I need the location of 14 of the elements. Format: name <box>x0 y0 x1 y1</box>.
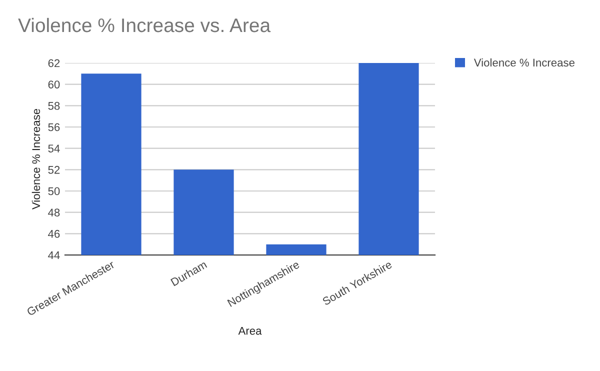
y-tick-label: 46 <box>48 230 60 238</box>
y-tick-label: 60 <box>48 80 60 88</box>
y-tick-label: 56 <box>48 123 60 132</box>
y-axis-title: Violence % Increase <box>32 108 40 210</box>
y-tick-label: 50 <box>48 187 60 196</box>
y-tick-label: 58 <box>48 102 60 110</box>
y-tick-label: 48 <box>48 208 60 216</box>
y-tick-label: 62 <box>48 59 60 68</box>
y-tick-label: 44 <box>48 251 60 260</box>
legend-label: Violence % Increase <box>474 58 574 67</box>
x-axis-title: Area <box>238 326 262 335</box>
chart-title: Violence % Increase vs. Area <box>18 18 271 32</box>
y-tick-label: 54 <box>48 144 60 152</box>
y-tick-label: 52 <box>48 166 60 174</box>
